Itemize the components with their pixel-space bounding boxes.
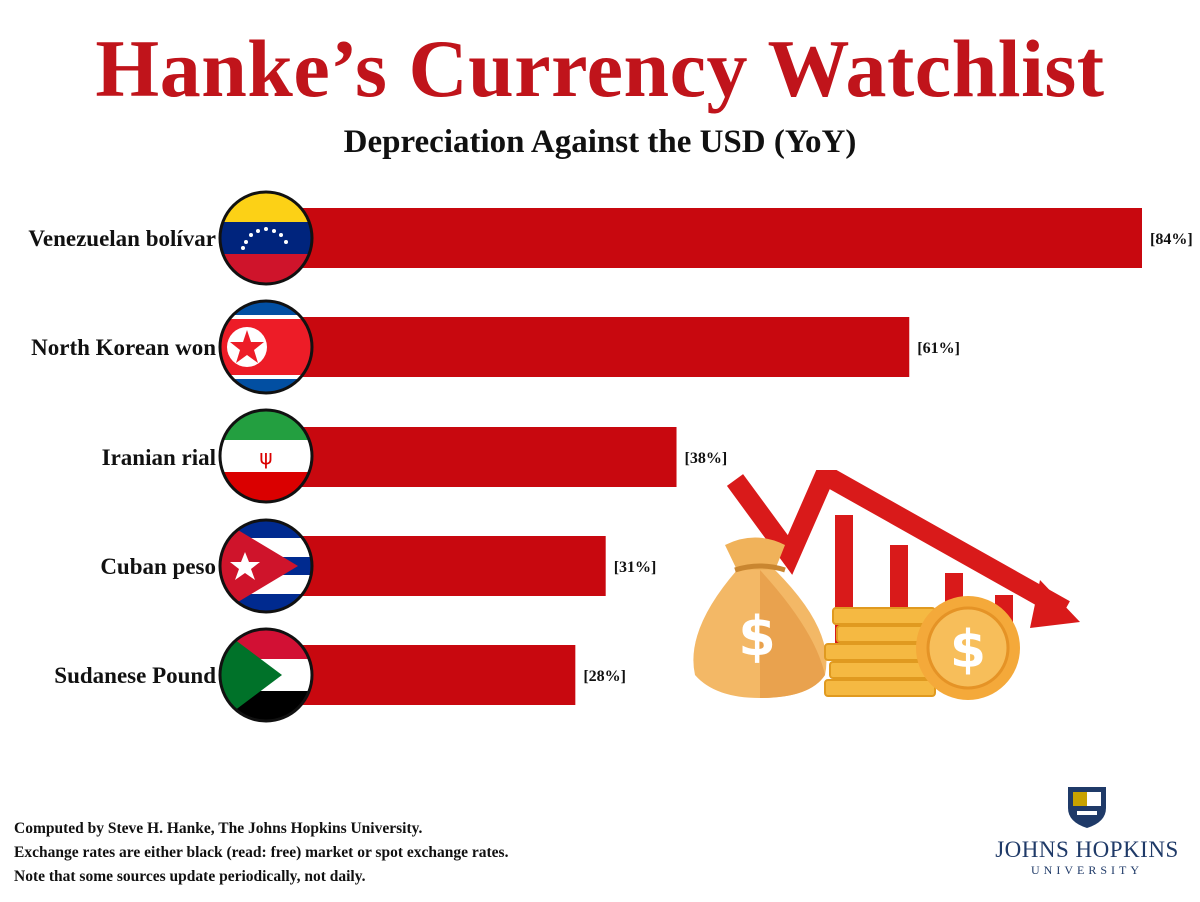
jhu-logo: JOHNS HOPKINS UNIVERSITY <box>992 784 1182 878</box>
iran-flag-icon: ψ <box>220 410 312 502</box>
svg-text:ψ: ψ <box>259 445 272 469</box>
value-label: [38%] <box>685 450 728 467</box>
jhu-name: JOHNS HOPKINS <box>995 837 1179 862</box>
category-label: Cuban peso <box>100 554 216 579</box>
value-label: [28%] <box>583 668 626 685</box>
cuba-flag-icon <box>220 520 312 612</box>
jhu-subtitle: UNIVERSITY <box>1031 863 1143 877</box>
svg-text:$: $ <box>950 620 986 680</box>
coins-icon: $ <box>824 596 1020 700</box>
value-label: [31%] <box>614 559 657 576</box>
category-label: Iranian rial <box>102 445 216 470</box>
bar-0 <box>292 208 1142 268</box>
sudan-flag-icon <box>220 629 312 721</box>
value-label: [61%] <box>917 340 960 357</box>
money-bag-icon: $ <box>693 537 827 698</box>
jhu-shield-icon <box>1068 787 1106 828</box>
north-korea-flag-icon <box>220 301 312 393</box>
chart-subtitle: Depreciation Against the USD (YoY) <box>343 124 857 160</box>
bar-3 <box>292 536 606 596</box>
bar-chart: Venezuelan bolívar [84%] North Korean won [… <box>28 190 1193 723</box>
footnote-line: Exchange rates are either black (read: f… <box>14 844 509 861</box>
category-label: Sudanese Pound <box>54 663 216 688</box>
footnote: Computed by Steve H. Hanke, The Johns Ho… <box>14 817 508 889</box>
value-label: [84%] <box>1150 231 1193 248</box>
money-decoration: $ $ <box>693 470 1080 700</box>
footnote-line: Computed by Steve H. Hanke, The Johns Ho… <box>14 820 423 837</box>
bar-4 <box>292 645 576 705</box>
category-label: North Korean won <box>31 335 216 360</box>
venezuela-flag-icon <box>220 192 312 284</box>
bar-2 <box>292 427 677 487</box>
bar-1 <box>292 317 910 377</box>
footnote-line: Note that some sources update periodical… <box>14 868 366 885</box>
svg-text:$: $ <box>738 605 776 668</box>
chart-title: Hanke’s Currency Watchlist <box>95 23 1105 114</box>
category-label: Venezuelan bolívar <box>28 226 216 251</box>
